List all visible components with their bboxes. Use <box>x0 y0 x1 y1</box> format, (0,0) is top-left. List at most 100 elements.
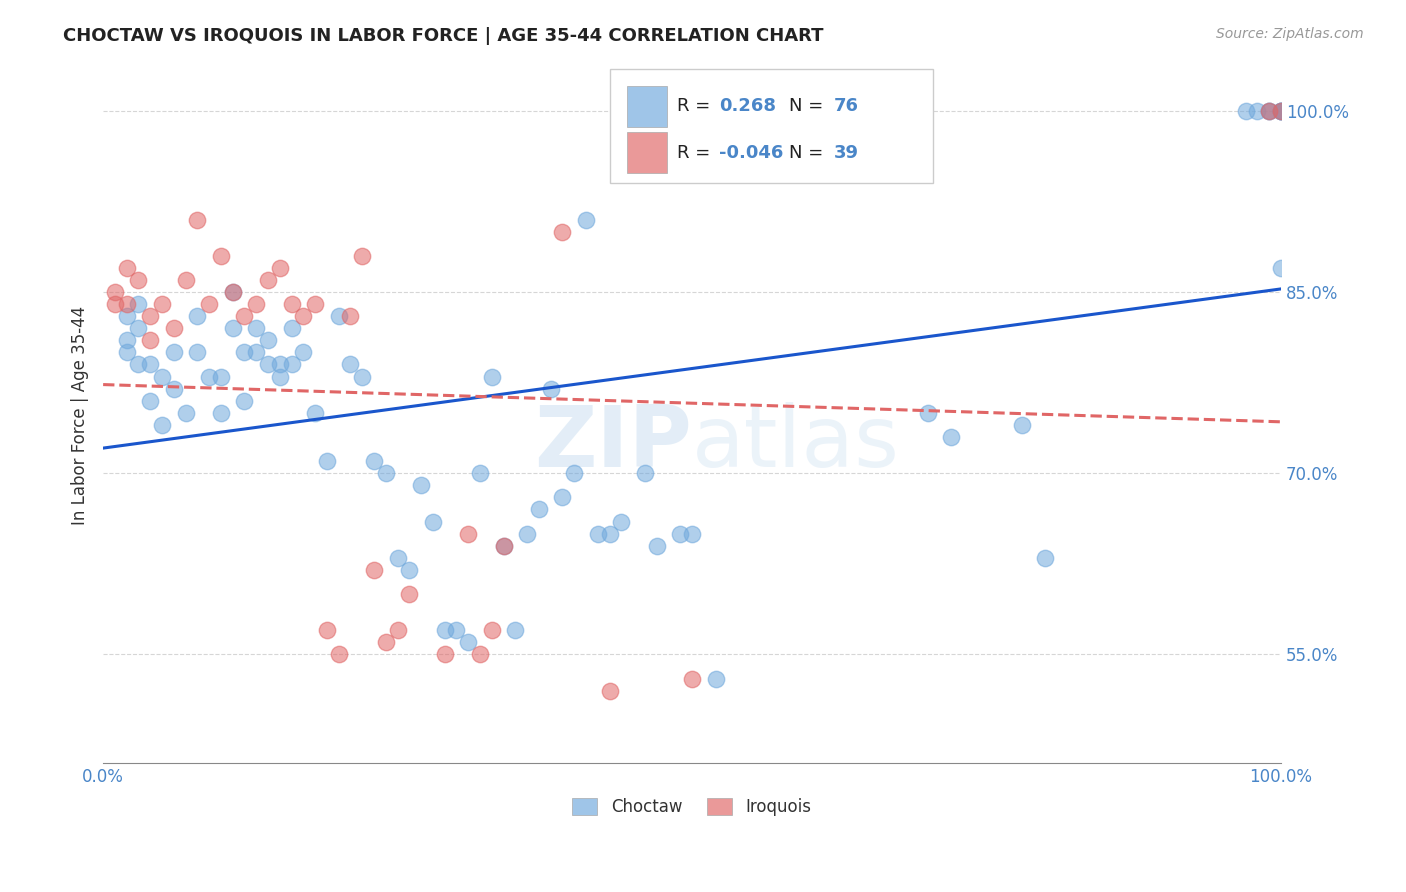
Text: N =: N = <box>789 144 828 161</box>
Point <box>481 369 503 384</box>
Point <box>304 297 326 311</box>
Point <box>551 491 574 505</box>
Point <box>610 515 633 529</box>
Point <box>1258 103 1281 118</box>
Point <box>374 466 396 480</box>
Point <box>328 309 350 323</box>
Text: -0.046: -0.046 <box>718 144 783 161</box>
Point <box>127 321 149 335</box>
Point <box>139 358 162 372</box>
Text: 76: 76 <box>834 97 859 115</box>
Text: Source: ZipAtlas.com: Source: ZipAtlas.com <box>1216 27 1364 41</box>
Text: N =: N = <box>789 97 828 115</box>
Point <box>398 563 420 577</box>
Point <box>562 466 585 480</box>
Point <box>704 672 727 686</box>
Point <box>422 515 444 529</box>
Point <box>127 358 149 372</box>
Point <box>363 563 385 577</box>
Text: 0.268: 0.268 <box>718 97 776 115</box>
Point <box>1270 103 1292 118</box>
Point <box>527 502 550 516</box>
Point <box>586 526 609 541</box>
Point <box>115 334 138 348</box>
Point <box>257 334 280 348</box>
Point <box>339 309 361 323</box>
Point <box>209 249 232 263</box>
Point <box>186 345 208 359</box>
Point <box>186 212 208 227</box>
Point <box>492 539 515 553</box>
Point <box>257 358 280 372</box>
Point <box>634 466 657 480</box>
Y-axis label: In Labor Force | Age 35-44: In Labor Force | Age 35-44 <box>72 306 89 525</box>
Point <box>115 345 138 359</box>
Point <box>1258 103 1281 118</box>
Point <box>198 297 221 311</box>
Point <box>1035 550 1057 565</box>
Point <box>115 297 138 311</box>
Point <box>127 273 149 287</box>
Point <box>492 539 515 553</box>
Point <box>941 430 963 444</box>
Point <box>280 297 302 311</box>
Point <box>457 526 479 541</box>
Point <box>669 526 692 541</box>
Point <box>150 417 173 432</box>
Point <box>398 587 420 601</box>
Point <box>209 406 232 420</box>
Point <box>1270 260 1292 275</box>
Point <box>363 454 385 468</box>
Point <box>104 285 127 299</box>
Point <box>411 478 433 492</box>
Text: ZIP: ZIP <box>534 402 692 485</box>
Text: R =: R = <box>676 144 716 161</box>
Point <box>257 273 280 287</box>
Point <box>457 635 479 649</box>
Point <box>540 382 562 396</box>
Point <box>104 297 127 311</box>
Point <box>280 358 302 372</box>
Point <box>174 273 197 287</box>
FancyBboxPatch shape <box>610 69 934 183</box>
Point <box>505 624 527 638</box>
Point <box>1246 103 1268 118</box>
Point <box>304 406 326 420</box>
FancyBboxPatch shape <box>627 86 668 127</box>
Point <box>233 393 256 408</box>
Point <box>516 526 538 541</box>
Point <box>163 345 186 359</box>
Point <box>316 454 339 468</box>
Point <box>917 406 939 420</box>
Point <box>374 635 396 649</box>
Point <box>115 309 138 323</box>
Point <box>1270 103 1292 118</box>
Point <box>150 369 173 384</box>
Point <box>681 526 703 541</box>
Point <box>174 406 197 420</box>
Point <box>115 260 138 275</box>
Point <box>575 212 598 227</box>
Point <box>352 249 374 263</box>
Point <box>1270 103 1292 118</box>
Text: 39: 39 <box>834 144 859 161</box>
Point <box>292 309 315 323</box>
Point <box>221 285 243 299</box>
Point <box>186 309 208 323</box>
Point <box>316 624 339 638</box>
Point <box>221 321 243 335</box>
Point <box>245 321 267 335</box>
Point <box>681 672 703 686</box>
Point <box>1270 103 1292 118</box>
Point <box>599 526 621 541</box>
Text: R =: R = <box>676 97 716 115</box>
Point <box>139 309 162 323</box>
Point <box>551 225 574 239</box>
Point <box>339 358 361 372</box>
FancyBboxPatch shape <box>627 132 668 173</box>
Point <box>245 345 267 359</box>
Point <box>292 345 315 359</box>
Point <box>209 369 232 384</box>
Point <box>127 297 149 311</box>
Point <box>433 624 456 638</box>
